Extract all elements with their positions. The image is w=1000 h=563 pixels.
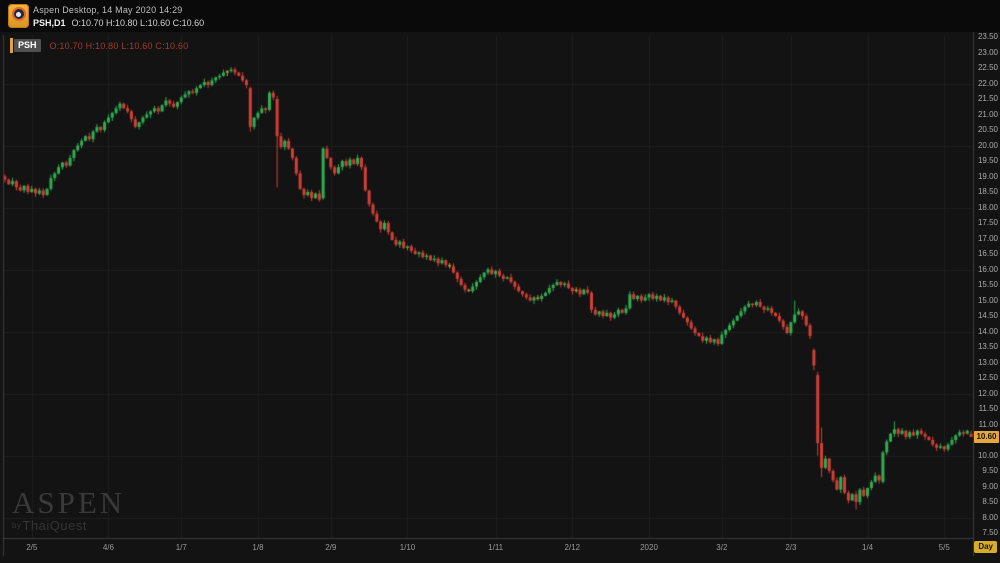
x-axis-label: 1/10: [399, 543, 416, 552]
y-axis-label: 18.00: [977, 202, 998, 212]
y-axis-label: 11.50: [978, 404, 998, 413]
series-color-bar: [10, 38, 13, 53]
y-axis-label: 18.50: [977, 187, 998, 196]
x-axis-label: 1/11: [488, 543, 504, 552]
symbol-badge[interactable]: PSH: [14, 39, 41, 52]
y-axis-label: 22.50: [977, 63, 998, 72]
y-axis-label: 14.00: [977, 326, 998, 336]
series-legend: PSH O:10.70 H:10.80 L:10.60 C:10.60: [10, 38, 188, 53]
y-axis-label: 9.00: [982, 481, 998, 491]
y-axis-label: 19.50: [977, 156, 998, 165]
symbol-interval-label[interactable]: PSH,D1: [33, 18, 66, 28]
x-axis-label: 5/5: [938, 543, 950, 552]
x-axis-label: 1/8: [252, 543, 264, 552]
y-axis-label: 7.50: [982, 528, 998, 537]
y-axis-label: 20.50: [977, 125, 998, 134]
y-axis-label: 22.00: [977, 78, 998, 88]
y-axis-label: 13.00: [977, 357, 998, 367]
y-axis-label: 17.00: [977, 233, 998, 243]
x-axis-label: 2/3: [785, 543, 797, 552]
interval-button[interactable]: Day: [974, 541, 997, 553]
y-axis-label: 12.00: [977, 388, 998, 398]
header-quote-line: PSH,D1 O:10.70 H:10.80 L:10.60 C:10.60: [33, 18, 204, 28]
y-axis-label: 21.50: [977, 94, 998, 103]
y-axis-label: 9.50: [982, 466, 998, 475]
y-axis-label: 23.50: [977, 32, 998, 41]
aspen-logo-icon[interactable]: [8, 4, 29, 28]
y-axis-label: 20.00: [977, 140, 998, 150]
legend-ohlc-values: O:10.70 H:10.80 L:10.60 C:10.60: [49, 40, 189, 51]
y-axis-label: 15.00: [977, 295, 998, 305]
candlestick-chart[interactable]: [0, 32, 1000, 563]
y-axis-label: 8.50: [982, 497, 998, 506]
y-axis-label: 12.50: [977, 373, 998, 382]
last-price-tag: 10.60: [974, 430, 999, 443]
y-axis-label: 21.00: [977, 109, 998, 119]
x-axis-label: 2/5: [26, 543, 38, 552]
app-title: Aspen Desktop, 14 May 2020 14:29: [33, 5, 183, 15]
y-axis-label: 14.50: [977, 311, 998, 320]
x-axis-label: 3/2: [716, 543, 728, 552]
x-axis-label: 2/9: [325, 543, 337, 552]
x-axis-label: 2020: [640, 543, 658, 552]
y-axis-label: 23.00: [977, 47, 998, 57]
header-ohlc-values: O:10.70 H:10.80 L:10.60 C:10.60: [71, 18, 205, 28]
y-axis-label: 15.50: [977, 280, 998, 289]
watermark-brand: ThaiQuest: [22, 518, 87, 533]
watermark-title: ASPEN: [12, 485, 126, 520]
x-axis-label: 1/7: [175, 543, 187, 552]
y-axis-label: 13.50: [977, 342, 998, 351]
chart-panel: 23.50 23.00 22.50 22.00 21.50 21.00 20.50 20.00…: [0, 32, 1000, 563]
y-axis-label: 11.00: [978, 419, 998, 429]
y-axis-label: 16.00: [977, 264, 998, 274]
y-axis-label: 10.00: [977, 450, 998, 460]
watermark: ASPEN byThaiQuest: [12, 485, 126, 533]
title-bar: Aspen Desktop, 14 May 2020 14:29 PSH,D1 O…: [0, 0, 1000, 33]
y-axis-label: 16.50: [977, 249, 998, 258]
logo-core-dot: [16, 11, 21, 17]
y-axis-label: 17.50: [977, 218, 998, 227]
x-axis-label: 2/12: [564, 543, 581, 552]
watermark-by: by: [12, 521, 22, 530]
x-axis-label: 4/6: [102, 543, 114, 552]
y-axis-label: 8.00: [982, 512, 998, 522]
x-axis-label: 1/4: [862, 543, 874, 552]
y-axis-label: 19.00: [977, 171, 998, 181]
watermark-subtitle: byThaiQuest: [12, 519, 125, 533]
